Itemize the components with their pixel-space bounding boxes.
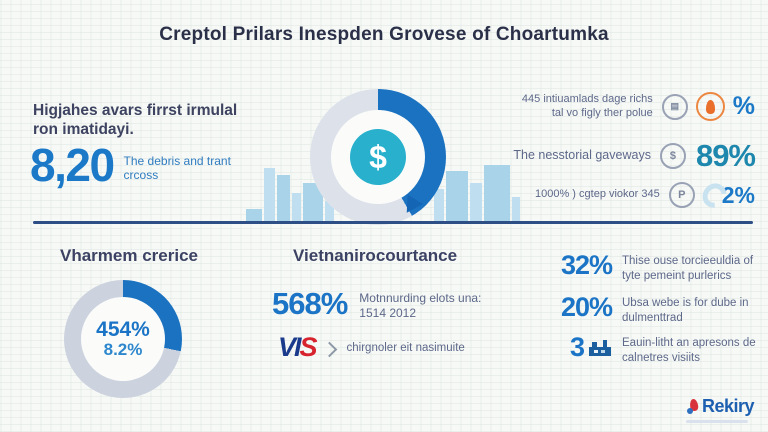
- horizontal-divider: [33, 221, 753, 224]
- stat-row: 445 intiuamlads dage richs tal vo figly …: [505, 92, 755, 121]
- top-left-caption: The debris and trant crcoss: [123, 154, 231, 182]
- small-donut-hole: 454% 8.2%: [81, 297, 165, 381]
- skyline-bar: [292, 193, 301, 222]
- small-donut-chart: 454% 8.2%: [64, 280, 182, 398]
- dollar-icon: $: [659, 142, 686, 169]
- document-icon: ▤: [661, 93, 688, 120]
- stat-value: %: [732, 92, 755, 120]
- stat-label: The nesstorial gaveways: [513, 148, 651, 162]
- stat-value: 32%: [560, 250, 613, 280]
- stat-label: Ubsa webe is for dube in dulmenttrad: [622, 297, 749, 324]
- skyline-bar: [325, 201, 334, 222]
- bottom-center-stat: 568% Motnnurding elots una: 1514 2012: [272, 288, 491, 321]
- skyline-bar: [246, 209, 262, 222]
- rekiry-logo-text: Rekiry: [701, 396, 755, 416]
- skyline-bar: [264, 168, 275, 222]
- building-icon: [589, 339, 611, 356]
- skyline-bar: [434, 189, 444, 222]
- skyline-bar: [484, 165, 510, 222]
- stat-value: 20%: [560, 292, 613, 322]
- stat-label: Thise ouse torcieeuldia of tyte pemeint …: [622, 255, 754, 282]
- bottom-center-heading: Vietnanirocourtance: [293, 246, 458, 265]
- stat-value: 89%: [695, 138, 756, 173]
- stat-value-with-icon: 3: [540, 334, 612, 361]
- vis-logo-blue: VI: [278, 332, 301, 362]
- stat-value-text: 2%: [721, 181, 755, 208]
- stat-row: The nesstorial gaveways $ 89%: [505, 138, 756, 173]
- main-donut-chart: $: [310, 89, 446, 225]
- skyline-bar: [303, 183, 323, 222]
- small-donut-secondary-value: 8.2%: [103, 340, 143, 360]
- stat-row: 32% Thise ouse torcieeuldia of tyte peme…: [540, 252, 758, 284]
- stat-value-text: 3: [569, 332, 585, 362]
- brand-caption: chirgnoler eit nasimuite: [346, 341, 465, 354]
- bottom-center-stat-label: Motnnurding elots una: 1514 2012: [359, 291, 482, 320]
- vis-logo: VIS: [278, 332, 318, 362]
- footer-logo: Rekiry: [686, 396, 755, 417]
- stat-row: 1000% ) cgtep viokor 345 P 2%: [505, 178, 755, 212]
- skyline-bar: [277, 175, 290, 222]
- stat-value: 2%: [697, 178, 755, 212]
- main-donut-hole: $: [331, 110, 425, 204]
- skyline-bar: [446, 171, 468, 222]
- bottom-center-stat-value: 568%: [272, 286, 348, 321]
- rocket-icon: [695, 92, 725, 121]
- top-left-heading: Higjahes avars firrst irmulal ron imatid…: [33, 102, 238, 138]
- bottom-left-heading: Vharmem crerice: [60, 246, 198, 265]
- skyline-bar: [470, 183, 482, 222]
- page-title: Creptol Prilars Inespden Grovese of Choa…: [159, 24, 609, 45]
- rekiry-logo-icon: [686, 398, 699, 415]
- stat-label: 1000% ) cgtep viokor 345: [535, 188, 660, 201]
- arrow-icon: [321, 341, 337, 358]
- rocket-flame: [705, 99, 715, 114]
- stat-row: 3 Eauin-litht an apresons de calnetres v…: [540, 334, 758, 366]
- top-left-big-number: 8,20: [30, 139, 115, 191]
- stat-label: Eauin-litht an apresons de calnetres vis…: [622, 337, 756, 364]
- vis-logo-red: S: [299, 332, 318, 362]
- p-icon: P: [668, 182, 695, 208]
- small-donut-primary-value: 454%: [96, 318, 150, 342]
- footer-tagline-bar: [686, 420, 748, 423]
- stat-row: 20% Ubsa webe is for dube in dulmenttrad: [540, 294, 758, 326]
- stat-label: 445 intiuamlads dage richs tal vo figly …: [521, 93, 653, 119]
- dollar-coin-icon: $: [350, 129, 406, 185]
- skyline-bar: [512, 197, 520, 222]
- top-left-stat: 8,20 The debris and trant crcoss: [30, 142, 234, 188]
- logo-dot-shape: [686, 407, 693, 414]
- brand-row: VIS chirgnoler eit nasimuite: [278, 334, 465, 361]
